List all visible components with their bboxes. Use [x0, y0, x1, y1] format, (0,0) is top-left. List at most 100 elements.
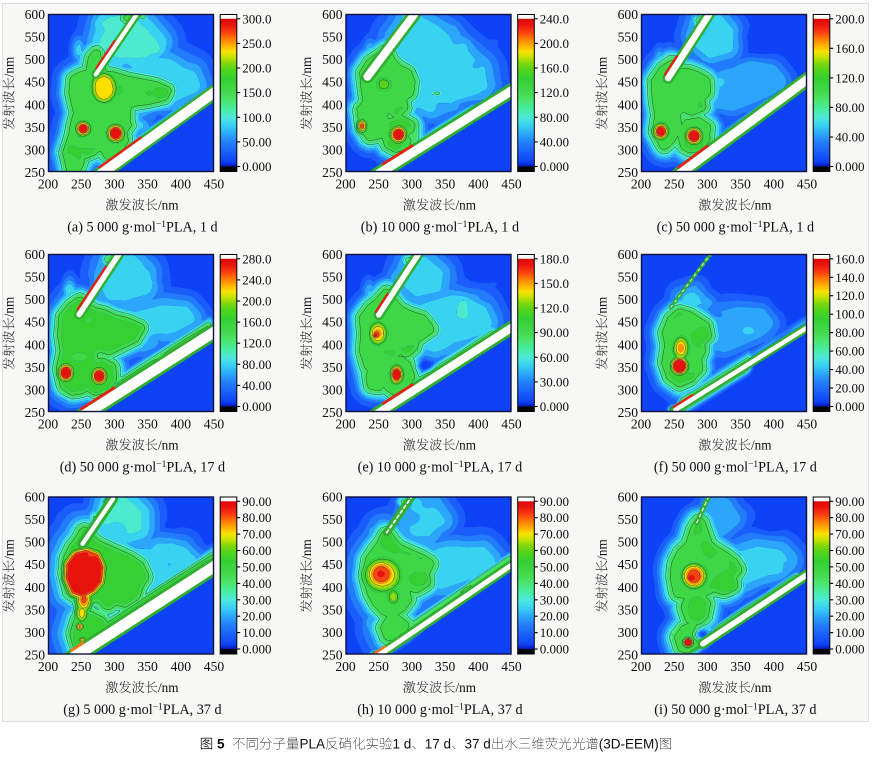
svg-text:50.00: 50.00 — [242, 559, 271, 574]
svg-text:550: 550 — [322, 30, 343, 45]
svg-text:/nm: /nm — [158, 198, 179, 213]
svg-text:/nm: /nm — [158, 680, 179, 695]
svg-text:70.00: 70.00 — [242, 527, 271, 542]
svg-text:0.000: 0.000 — [540, 399, 569, 414]
svg-text:350: 350 — [730, 659, 751, 674]
svg-text:0.000: 0.000 — [540, 642, 569, 657]
svg-text:40.00: 40.00 — [540, 576, 569, 591]
svg-text:300: 300 — [104, 177, 125, 192]
svg-text:550: 550 — [618, 30, 639, 45]
svg-text:80.00: 80.00 — [835, 510, 864, 525]
svg-text:160.0: 160.0 — [835, 251, 864, 266]
svg-text:250: 250 — [71, 659, 92, 674]
svg-text:150.0: 150.0 — [242, 85, 271, 100]
svg-text:600: 600 — [25, 490, 46, 505]
svg-text:400: 400 — [468, 177, 489, 192]
svg-text:50.00: 50.00 — [242, 134, 271, 149]
svg-text:450: 450 — [797, 177, 818, 192]
svg-text:500: 500 — [322, 52, 343, 67]
svg-text:600: 600 — [618, 247, 639, 262]
svg-text:400: 400 — [25, 97, 46, 112]
svg-text:300: 300 — [402, 177, 423, 192]
svg-text:120.0: 120.0 — [540, 301, 569, 316]
svg-text:250: 250 — [664, 659, 685, 674]
svg-text:450: 450 — [322, 557, 343, 572]
svg-text:70.00: 70.00 — [835, 527, 864, 542]
svg-text:0.000: 0.000 — [242, 159, 271, 174]
svg-text:350: 350 — [137, 177, 158, 192]
svg-text:1 d: 1 d — [393, 737, 412, 752]
svg-text:500: 500 — [618, 52, 639, 67]
svg-text:40.00: 40.00 — [835, 362, 864, 377]
svg-text:250.0: 250.0 — [242, 36, 271, 51]
svg-text:40.00: 40.00 — [242, 378, 271, 393]
svg-text:300: 300 — [402, 417, 423, 432]
svg-text:30.00: 30.00 — [540, 592, 569, 607]
svg-text:/nm: /nm — [456, 438, 477, 453]
svg-text:300: 300 — [104, 659, 125, 674]
svg-text:550: 550 — [25, 30, 46, 45]
svg-text:600: 600 — [322, 490, 343, 505]
svg-text:550: 550 — [618, 512, 639, 527]
svg-text:80.00: 80.00 — [540, 110, 569, 125]
svg-text:600: 600 — [25, 7, 46, 22]
svg-text:60.00: 60.00 — [540, 543, 569, 558]
svg-text:200: 200 — [335, 417, 356, 432]
svg-text:400: 400 — [468, 659, 489, 674]
svg-text:30.00: 30.00 — [835, 592, 864, 607]
svg-text:450: 450 — [204, 177, 225, 192]
svg-text:250: 250 — [25, 648, 46, 663]
svg-text:500: 500 — [25, 535, 46, 550]
svg-text:/nm: /nm — [2, 296, 17, 317]
svg-text:300: 300 — [697, 177, 718, 192]
svg-text:250: 250 — [369, 659, 390, 674]
svg-text:450: 450 — [501, 177, 522, 192]
svg-text:40.00: 40.00 — [835, 576, 864, 591]
svg-text:350: 350 — [435, 659, 456, 674]
svg-text:450: 450 — [501, 417, 522, 432]
svg-text:350: 350 — [322, 120, 343, 135]
svg-text:250: 250 — [25, 165, 46, 180]
svg-text:/nm: /nm — [751, 680, 772, 695]
svg-text:450: 450 — [322, 315, 343, 330]
svg-text:160.0: 160.0 — [540, 61, 569, 76]
svg-text:300: 300 — [618, 625, 639, 640]
svg-text:/nm: /nm — [456, 680, 477, 695]
svg-text:400: 400 — [171, 659, 192, 674]
svg-text:200: 200 — [38, 177, 59, 192]
svg-text:500: 500 — [322, 292, 343, 307]
svg-text:350: 350 — [322, 360, 343, 375]
svg-text:(e) 10 000 g·mol−1PLA, 17 d: (e) 10 000 g·mol−1PLA, 17 d — [358, 460, 523, 476]
svg-text:300: 300 — [322, 382, 343, 397]
svg-text:250: 250 — [322, 405, 343, 420]
svg-text:300: 300 — [322, 142, 343, 157]
svg-text:400: 400 — [618, 97, 639, 112]
svg-text:(b) 10 000 g·mol−1PLA, 1 d: (b) 10 000 g·mol−1PLA, 1 d — [361, 220, 519, 236]
svg-text:250: 250 — [618, 405, 639, 420]
svg-text:300: 300 — [25, 142, 46, 157]
svg-text:450: 450 — [322, 75, 343, 90]
svg-text:250: 250 — [618, 165, 639, 180]
svg-text:120.0: 120.0 — [835, 288, 864, 303]
svg-text:550: 550 — [322, 270, 343, 285]
svg-text:500: 500 — [25, 292, 46, 307]
svg-text:160.0: 160.0 — [835, 41, 864, 56]
svg-text:60.00: 60.00 — [835, 344, 864, 359]
svg-text:300: 300 — [402, 659, 423, 674]
svg-text:90.00: 90.00 — [540, 325, 569, 340]
svg-text:/nm: /nm — [2, 539, 17, 560]
svg-text:350: 350 — [137, 659, 158, 674]
svg-text:450: 450 — [797, 417, 818, 432]
svg-text:400: 400 — [322, 97, 343, 112]
svg-text:/nm: /nm — [299, 296, 314, 317]
svg-text:450: 450 — [618, 315, 639, 330]
svg-text:250: 250 — [322, 165, 343, 180]
svg-text:0.000: 0.000 — [242, 642, 271, 657]
svg-text:250: 250 — [664, 417, 685, 432]
svg-text:280.0: 280.0 — [242, 251, 271, 266]
svg-text:600: 600 — [25, 247, 46, 262]
svg-text:60.00: 60.00 — [242, 543, 271, 558]
svg-text:300.0: 300.0 — [242, 11, 271, 26]
svg-text:250: 250 — [664, 177, 685, 192]
svg-text:200.0: 200.0 — [835, 11, 864, 26]
